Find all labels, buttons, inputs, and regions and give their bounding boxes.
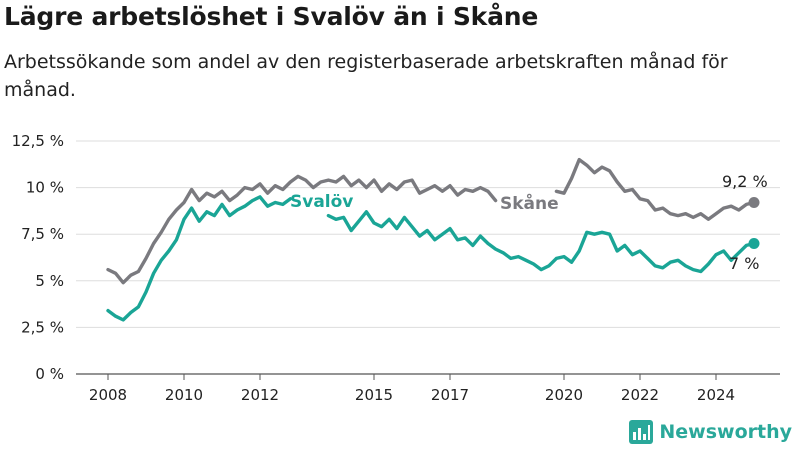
- series-lines: [106, 157, 760, 322]
- x-tick-label: 2015: [355, 386, 393, 404]
- y-axis: 0 % 2,5 % 5 % 7,5 % 10 % 12,5 %: [12, 132, 64, 383]
- end-point-svalöv: [748, 238, 760, 250]
- y-tick-label: 7,5 %: [21, 225, 64, 243]
- x-axis: 2008 2010 2012 2015 2017 2020 2022 2024: [89, 374, 735, 404]
- x-tick-label: 2017: [431, 386, 469, 404]
- logo-text: Newsworthy: [659, 421, 792, 443]
- series-line-svalöv: [106, 195, 293, 322]
- bar-chart-icon: [629, 420, 654, 444]
- y-tick-label: 12,5 %: [12, 132, 64, 150]
- chart-subtitle: Arbetssökande som andel av den registerb…: [4, 51, 728, 101]
- grid-lines: [76, 140, 780, 375]
- y-tick-label: 10 %: [26, 179, 64, 197]
- x-tick-label: 2008: [89, 386, 127, 404]
- y-tick-label: 5 %: [35, 272, 64, 290]
- series-label-svalov: Svalöv: [290, 192, 353, 212]
- chart-title: Lägre arbetslöshet i Svalöv än i Skåne: [4, 2, 539, 31]
- newsworthy-logo: Newsworthy: [629, 420, 792, 444]
- series-line-skåne: [554, 157, 756, 221]
- end-point-skåne: [748, 197, 760, 209]
- x-tick-label: 2012: [241, 386, 279, 404]
- series-line-svalöv: [326, 210, 756, 274]
- end-label-svalov: 7 %: [729, 254, 759, 273]
- x-tick-label: 2020: [545, 386, 583, 404]
- y-tick-label: 2,5 %: [21, 318, 64, 336]
- x-tick-label: 2022: [621, 386, 659, 404]
- series-labels: Skåne Svalöv 9,2 % 7 %: [290, 172, 768, 273]
- series-line-skåne: [106, 174, 498, 285]
- y-tick-label: 0 %: [35, 365, 64, 383]
- series-label-skane: Skåne: [500, 192, 559, 214]
- x-tick-label: 2010: [165, 386, 203, 404]
- x-tick-label: 2024: [697, 386, 735, 404]
- end-label-skane: 9,2 %: [722, 172, 768, 191]
